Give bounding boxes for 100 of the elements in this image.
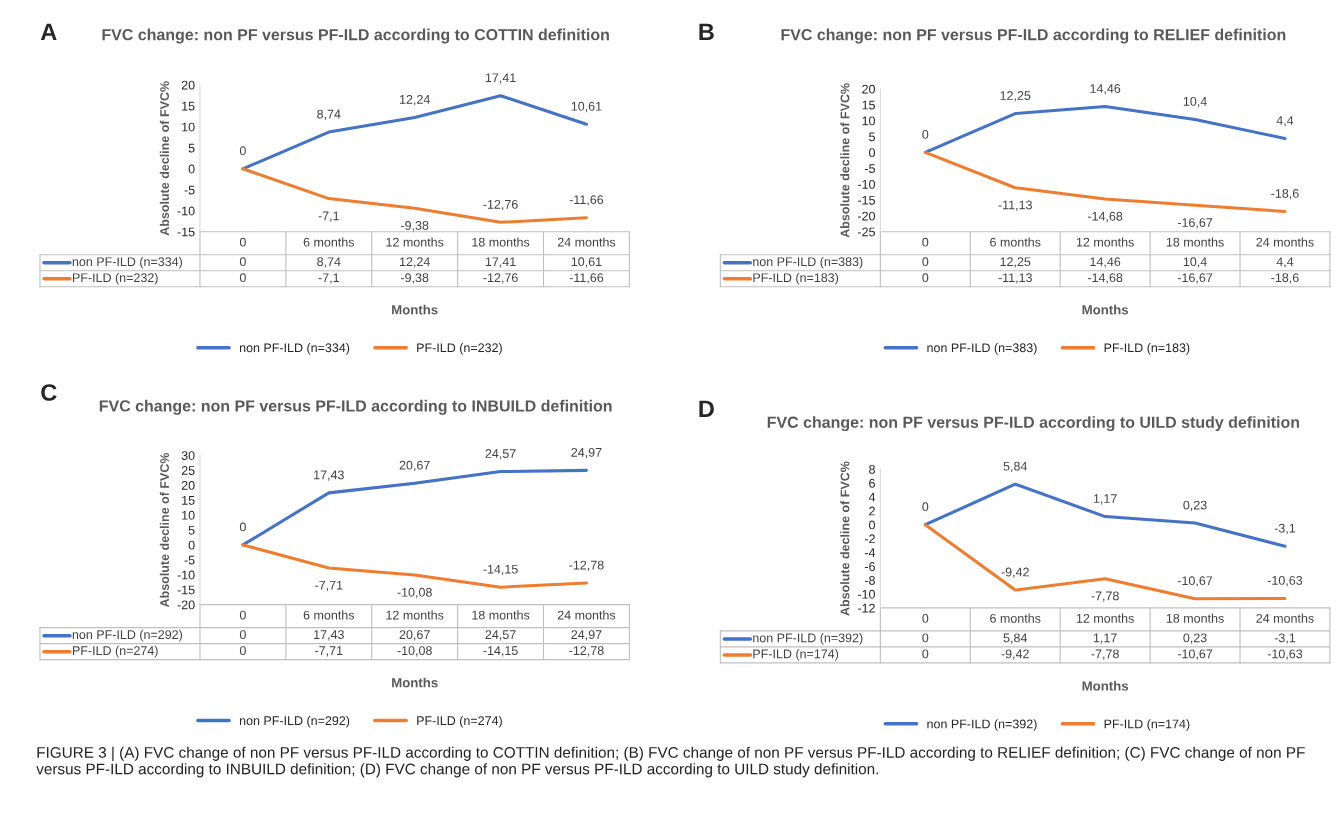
- text: -14,15: [483, 564, 518, 576]
- y-tick-label: 4: [868, 492, 876, 502]
- y-tick-label: -2: [864, 534, 875, 544]
- text: 0: [922, 502, 929, 512]
- text: 24,57: [485, 449, 516, 460]
- chart-title: FVC change: non PF versus PF-ILD according to INBUILD definition: [99, 399, 612, 415]
- data-label: -14,15: [483, 646, 518, 657]
- category-label: 6 months: [990, 613, 1041, 623]
- text: -10,67: [1177, 576, 1213, 587]
- x-axis-title: Months: [392, 304, 438, 315]
- text: 14,46: [1090, 84, 1121, 95]
- y-tick-label: -5: [184, 555, 195, 565]
- y-tick-label: -20: [857, 211, 875, 221]
- legend-label: non PF-ILD (n=392): [753, 633, 863, 645]
- y-tick-label: 20: [862, 84, 875, 94]
- y-tick-label: 0: [188, 540, 195, 550]
- y-tick-label: 10: [182, 510, 195, 520]
- category-label: 24 months: [557, 610, 616, 620]
- data-label: 0: [922, 273, 929, 283]
- text: -11,66: [569, 195, 604, 206]
- text: C: [41, 384, 57, 401]
- y-tick-label: 0: [869, 520, 875, 530]
- y-tick-label: 20: [181, 80, 195, 90]
- text: non PF-ILD (n=334): [239, 342, 350, 355]
- data-label: 24,57: [485, 630, 516, 641]
- y-tick-label: 15: [182, 101, 195, 111]
- data-label: -12,78: [569, 646, 604, 657]
- data-label: -10,08: [397, 646, 432, 657]
- text: -12,76: [483, 199, 518, 211]
- data-label: -7,1: [318, 273, 339, 284]
- chart-title: FVC change: non PF versus PF-ILD according to RELIEF definition: [781, 28, 1286, 44]
- y-tick-label: 20: [181, 480, 195, 490]
- y-tick-label: 2: [869, 506, 875, 516]
- text: -9,42: [1001, 567, 1029, 578]
- y-tick-label: -10: [857, 589, 875, 599]
- data-label: 10,4: [1183, 257, 1207, 268]
- data-label: 0: [239, 630, 246, 640]
- data-label: -9,38: [400, 273, 429, 284]
- text: 0,23: [1183, 500, 1207, 511]
- category-label: 6 months: [990, 237, 1041, 247]
- text: PF-ILD (n=183): [1104, 342, 1190, 355]
- text: -7,78: [1091, 591, 1119, 602]
- data-label: -10,67: [1177, 649, 1213, 660]
- text: -10,08: [397, 587, 432, 599]
- y-tick-label: 5: [188, 143, 195, 153]
- category-label: 18 months: [472, 610, 530, 620]
- x-axis-title: Months: [1082, 680, 1129, 691]
- text: -18,6: [1271, 189, 1299, 200]
- text: non PF-ILD (n=383): [927, 342, 1037, 355]
- data-label: -10,63: [1267, 649, 1303, 660]
- y-axis-title: Absolute decline of FVC%: [159, 452, 170, 608]
- text: -12,78: [569, 560, 604, 571]
- data-label: 5,84: [1003, 633, 1028, 644]
- legend-label: PF-ILD (n=174): [753, 649, 839, 661]
- y-tick-label: 0: [188, 164, 195, 174]
- y-tick-label: -4: [864, 548, 876, 557]
- text: A: [40, 23, 57, 40]
- text: B: [699, 23, 714, 40]
- text: -7,71: [315, 580, 343, 592]
- data-label: 0: [922, 649, 929, 659]
- category-label: 12 months: [386, 237, 444, 247]
- text: 12,25: [1000, 91, 1031, 102]
- text: 0: [239, 522, 246, 532]
- y-tick-label: 5: [869, 132, 875, 142]
- y-tick-label: 6: [869, 478, 875, 488]
- chart-title: FVC change: non PF versus PF-ILD according to COTTIN definition: [102, 28, 609, 44]
- data-label: 1,17: [1093, 633, 1117, 644]
- y-tick-label: -20: [177, 600, 195, 610]
- data-label: -12,76: [483, 273, 518, 284]
- data-label: 10,61: [571, 257, 602, 268]
- text: PF-ILD (n=274): [417, 715, 502, 728]
- legend-label: non PF-ILD (n=334): [72, 256, 182, 269]
- data-label: -18,6: [1271, 273, 1299, 284]
- y-axis-title: Absolute decline of FVC%: [159, 81, 170, 236]
- text: 20,67: [399, 460, 430, 472]
- y-tick-label: -15: [857, 195, 875, 205]
- legend-label: non PF-ILD (n=383): [753, 256, 863, 269]
- data-label: 20,67: [399, 630, 430, 641]
- text: -10,63: [1267, 575, 1303, 587]
- legend-label: PF-ILD (n=232): [72, 272, 158, 285]
- data-label: 0: [922, 257, 929, 267]
- category-label: 0: [922, 613, 929, 623]
- chart-title: FVC change: non PF versus PF-ILD according to UILD study definition: [767, 416, 1300, 432]
- text: -14,68: [1087, 211, 1123, 223]
- text: 0: [239, 146, 246, 156]
- y-axis-title: Absolute decline of FVC%: [840, 461, 850, 616]
- text: 0: [922, 129, 929, 139]
- category-label: 0: [922, 237, 929, 247]
- caption: FIGURE 3 | (A) FVC change of non PF versus PF-ILD according to COTTIN definition; (B) FVC change of non PF versus PF-ILD according to RELIEF definition; (C) FVC change of non PF versus PF-ILD according to INBUILD definition; (D) FVC change of non PF versus PF-ILD according to UILD study definition.: [36, 746, 1305, 778]
- y-tick-label: -10: [857, 179, 875, 189]
- data-label: -11,66: [569, 273, 604, 284]
- y-tick-label: 5: [188, 525, 195, 535]
- category-label: 12 months: [1076, 613, 1134, 623]
- category-label: 6 months: [303, 237, 355, 247]
- y-tick-label: -8: [864, 575, 875, 585]
- category-label: 24 months: [1256, 237, 1314, 247]
- data-label: 0: [239, 257, 246, 267]
- data-label: 12,24: [399, 257, 430, 268]
- data-label: -9,42: [1001, 649, 1029, 660]
- x-axis-title: Months: [392, 677, 438, 688]
